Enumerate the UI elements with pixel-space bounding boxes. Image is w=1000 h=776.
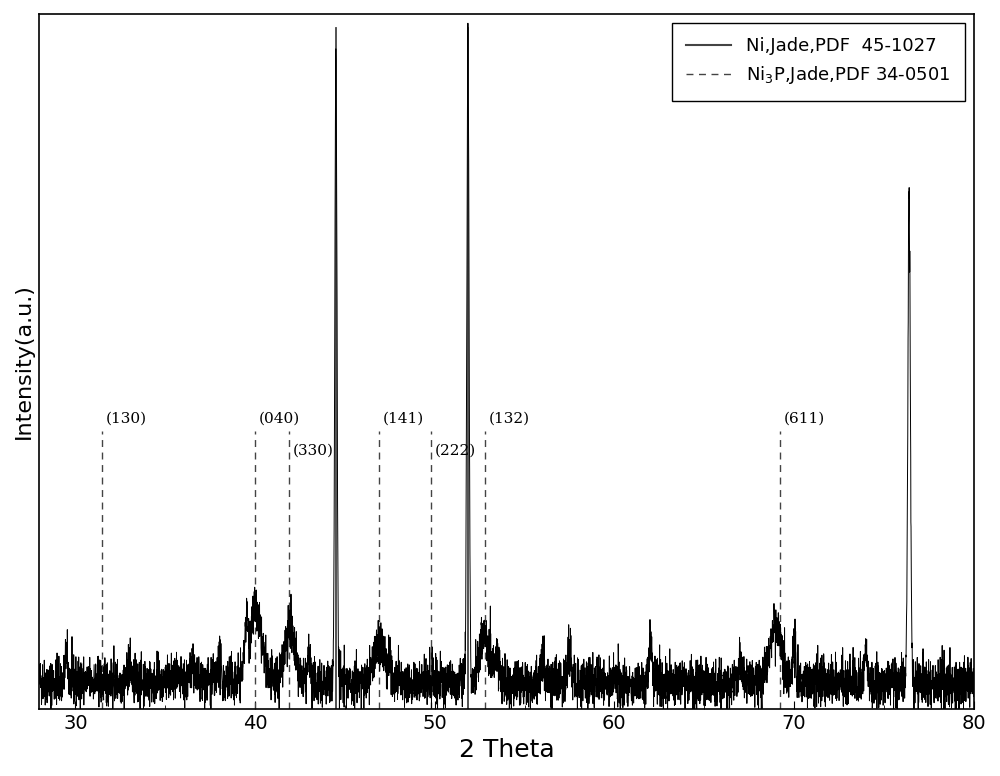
Y-axis label: Intensity(a.u.): Intensity(a.u.): [14, 283, 34, 439]
Text: (222): (222): [435, 444, 476, 458]
Legend: Ni,Jade,PDF  45-1027, Ni$_3$P,Jade,PDF 34-0501: Ni,Jade,PDF 45-1027, Ni$_3$P,Jade,PDF 34…: [672, 23, 965, 101]
Text: (611): (611): [783, 411, 825, 425]
X-axis label: 2 Theta: 2 Theta: [459, 738, 554, 762]
Text: (330): (330): [293, 444, 334, 458]
Text: (040): (040): [259, 411, 300, 425]
Text: (130): (130): [106, 411, 147, 425]
Text: (132): (132): [489, 411, 530, 425]
Text: (141): (141): [383, 411, 424, 425]
